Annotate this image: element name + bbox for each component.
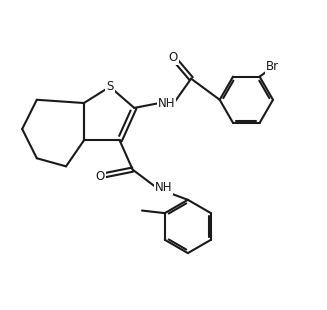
- Text: NH: NH: [158, 96, 176, 109]
- Text: O: O: [95, 170, 105, 183]
- Text: NH: NH: [155, 181, 172, 194]
- Text: Br: Br: [266, 60, 279, 73]
- Text: O: O: [169, 51, 178, 64]
- Text: S: S: [106, 80, 113, 93]
